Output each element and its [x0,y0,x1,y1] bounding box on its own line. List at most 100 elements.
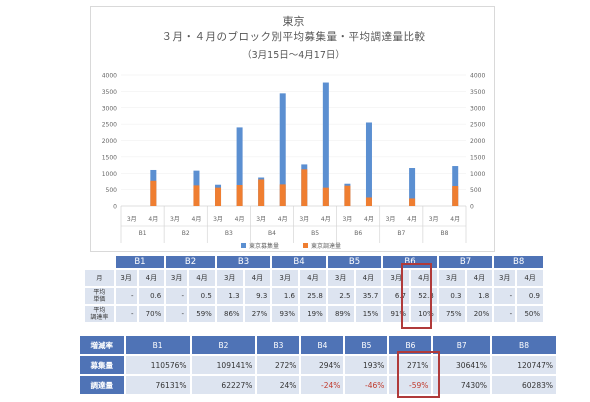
y-tick-label-left: 500 [106,187,118,194]
month-cell: 3月 [115,270,137,286]
avg-procurement-rate-cell: - [166,306,188,322]
month-cell: 4月 [189,270,215,286]
month-cell: 3月 [166,270,188,286]
boshu-rate-label: 募集量 [80,356,124,374]
rate-header-b1: B1 [125,336,190,354]
chart-date-range: （3月15日〜4月17日） [242,50,345,61]
bar-chotatsu-b5-m4 [322,187,329,206]
bar-chotatsu-b1-m4 [150,180,157,206]
x-month-label: 4月 [235,216,245,223]
x-month-label: 4月 [364,216,374,223]
bar-chotatsu-b5-m3 [301,169,308,206]
bar-chotatsu-b3-m3 [215,187,222,206]
block-table: B1 B2 B3 B4 B5 B6 B7 B8 月 3月 4月 3月 4月 3月 4月 3月 4月 3月 4月 3月 4… [83,254,545,324]
month-cell: 3月 [327,270,354,286]
legend-swatch [303,243,308,248]
block-header-b5: B5 [327,256,382,268]
rate-header-b8: B8 [492,336,556,354]
boshu-rate-cell: 193% [345,356,388,374]
chotatsu-rate-cell: -59% [389,376,432,394]
y-tick-label-right: 2500 [470,122,485,129]
bar-chotatsu-b4-m3 [258,179,265,206]
avg-unit-price-label-line1: 平均 [93,289,106,296]
boshu-rate-cell: 110576% [125,356,190,374]
rate-header-label: 増減率 [80,336,124,354]
x-group-label: B5 [311,230,319,237]
month-cell: 3月 [438,270,465,286]
month-row: 月 3月 4月 3月 4月 3月 4月 3月 4月 3月 4月 3月 4月 3月 4月 3月 4月 [85,270,543,286]
x-month-label: 3月 [127,216,137,223]
avg-unit-price-cell: - [166,288,188,304]
avg-unit-price-cell: 35.7 [355,288,382,304]
x-group-label: B8 [440,230,448,237]
bar-boshu-b7-m4 [409,168,416,206]
x-group-label: B7 [397,230,405,237]
avg-procurement-rate-cell: 89% [327,306,354,322]
chotatsu-rate-cell: 60283% [492,376,556,394]
legend-label: 東京調達量 [311,242,341,250]
x-group-label: B6 [354,230,362,237]
avg-procurement-rate-label-line1: 平均 [93,307,106,314]
y-tick-label-left: 3500 [102,89,117,96]
avg-unit-price-cell: 0.9 [517,288,543,304]
avg-procurement-rate-cell: 86% [216,306,243,322]
month-cell: 4月 [517,270,543,286]
avg-procurement-rate-cell: 15% [355,306,382,322]
y-tick-label-right: 500 [470,187,482,194]
avg-unit-price-cell: 9.3 [244,288,271,304]
rate-header-row: 増減率 B1 B2 B3 B4 B5 B6 B7 B8 [80,336,556,354]
x-month-label: 3月 [256,216,266,223]
legend-swatch [241,243,246,248]
bar-boshu-b6-m4 [365,122,372,206]
x-month-label: 3月 [429,216,439,223]
avg-procurement-rate-cell: 93% [272,306,299,322]
rate-table: 増減率 B1 B2 B3 B4 B5 B6 B7 B8 募集量 110576% 109141% 272%… [78,334,558,396]
month-cell: 4月 [466,270,493,286]
block-header-b4: B4 [272,256,326,268]
x-month-label: 4月 [148,216,158,223]
chotatsu-rate-cell: -24% [301,376,344,394]
month-row-label: 月 [85,270,114,286]
avg-unit-price-cell: - [494,288,516,304]
avg-unit-price-cell: 1.6 [272,288,299,304]
y-tick-label-right: 4000 [470,73,485,80]
x-month-label: 4月 [321,216,331,223]
avg-unit-price-label: 平均 単価 [85,288,114,304]
avg-procurement-rate-cell: 91% [383,306,410,322]
y-tick-label-right: 1000 [470,171,485,178]
rate-header-b7: B7 [433,336,491,354]
bar-boshu-b4-m4 [279,93,286,206]
month-cell: 4月 [300,270,326,286]
y-tick-label-right: 1500 [470,154,485,161]
y-tick-label-right: 2000 [470,138,485,145]
month-cell: 4月 [411,270,437,286]
x-month-label: 4月 [407,216,417,223]
y-tick-label-left: 3000 [102,105,117,112]
rate-header-b5: B5 [345,336,388,354]
avg-unit-price-cell: 52.3 [411,288,437,304]
avg-unit-price-cell: 6.7 [383,288,410,304]
x-month-label: 4月 [278,216,288,223]
rate-header-b6: B6 [389,336,432,354]
avg-unit-price-cell: 0.3 [438,288,465,304]
x-group-label: B2 [182,230,190,237]
y-tick-label-right: 0 [470,204,474,211]
month-cell: 4月 [355,270,382,286]
avg-procurement-rate-cell: 10% [411,306,437,322]
rate-header-b4: B4 [301,336,344,354]
y-tick-label-left: 1500 [102,154,117,161]
chotatsu-rate-cell: 24% [257,376,300,394]
y-tick-label-left: 2500 [102,122,117,129]
month-cell: 3月 [383,270,410,286]
x-group-label: B1 [139,230,147,237]
bar-chotatsu-b2-m4 [193,185,200,206]
chart-frame: 東京 ３月・４月のブロック別平均募集量・平均調達量比較 （3月15日〜4月17日… [90,6,495,252]
chart-subtitle: ３月・４月のブロック別平均募集量・平均調達量比較 [161,31,426,43]
y-tick-label-right: 3000 [470,105,485,112]
avg-procurement-rate-cell: 59% [189,306,215,322]
bar-chotatsu-b4-m4 [279,184,286,206]
month-cell: 3月 [216,270,243,286]
x-month-label: 3月 [170,216,180,223]
x-month-label: 3月 [386,216,396,223]
avg-unit-price-row: 平均 単価 -0.6-0.5 1.3 9.3 1.6 25.8 2.5 35.7 6.7 52.3 0… [85,288,543,304]
